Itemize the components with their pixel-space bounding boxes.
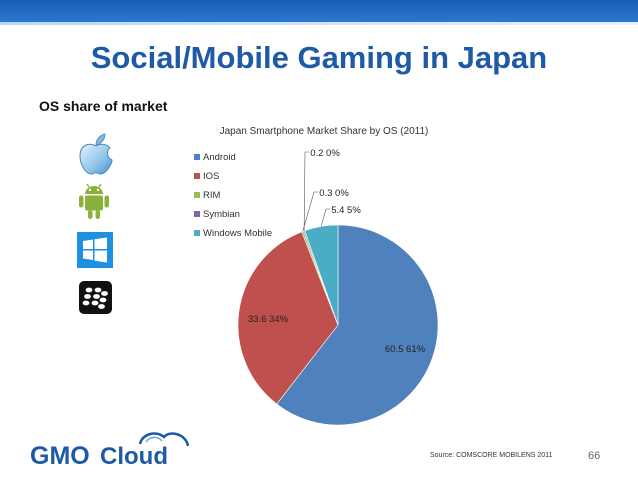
leader-line-rim [302,191,318,232]
data-label-ios: 33.6 34% [248,314,289,325]
legend-label: Symbian [203,209,240,220]
brand-part1: GMO [30,442,90,468]
legend-item-rim: RIM [194,190,221,201]
legend-item-android: Android [194,152,236,163]
legend-swatch [194,211,200,217]
pie-slice-ios [237,231,339,405]
chart-title: Japan Smartphone Market Share by OS (201… [220,126,429,137]
blackberry-logo-icon [79,281,112,314]
gmo-cloud-logo: GMO Cloud [30,428,205,470]
legend-swatch [194,154,200,160]
android-robot-icon [76,179,112,223]
top-accent-sheen [0,22,638,25]
windows-logo-icon [77,232,113,268]
legend-item-ios: IOS [194,171,219,182]
legend-label: IOS [203,171,219,182]
top-accent-bar [0,0,638,22]
data-label-rim: 0.3 0% [319,188,349,199]
legend-label: RIM [203,190,221,201]
pie-slice-android [276,224,439,426]
page-number: 66 [588,450,601,462]
data-label-symbian: 0.2 0% [310,148,340,159]
legend-swatch [194,230,200,236]
data-label-windows-mobile: 5.4 5% [331,205,361,216]
legend-label: Android [203,152,236,163]
leader-line-windows-mobile [320,208,330,227]
legend-label: Windows Mobile [203,228,272,239]
legend-item-windows-mobile: Windows Mobile [194,228,272,239]
legend-swatch [194,192,200,198]
slide-title: Social/Mobile Gaming in Japan [90,40,548,75]
leader-line-symbian [303,151,309,231]
pie-slice-windows-mobile [304,224,339,326]
data-label-android: 60.5 61% [385,344,426,355]
legend-item-symbian: Symbian [194,209,240,220]
subheading: OS share of market [39,98,168,114]
apple-logo-icon [77,133,115,175]
source-note: Source: COMSCORE MOBILENS 2011 [430,452,553,459]
legend-swatch [194,173,200,179]
brand-part2: Cloud [100,443,168,468]
